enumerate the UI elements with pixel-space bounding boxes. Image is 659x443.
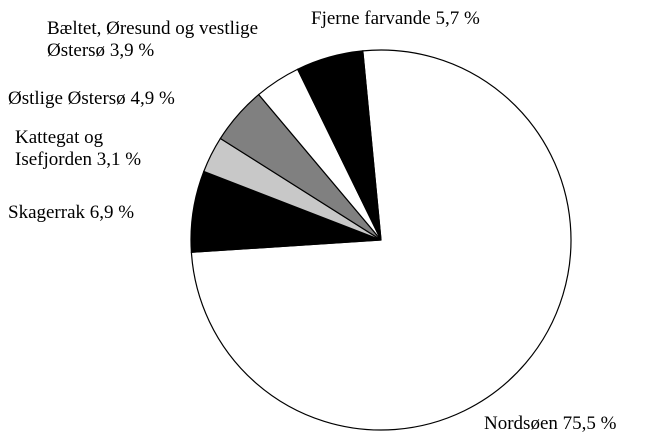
category-label: Skagerrak bbox=[8, 202, 86, 223]
category-label: Fjerne farvande bbox=[311, 8, 431, 29]
slice-label: Skagerrak 6,9 % bbox=[8, 202, 188, 224]
value-label: 4,9 % bbox=[130, 88, 175, 109]
value-label: 5,7 % bbox=[435, 8, 480, 29]
value-label: 3,9 % bbox=[109, 40, 155, 61]
slice-label: Fjerne farvande 5,7 % bbox=[311, 8, 571, 30]
slice-label: Bæltet, Øresund og vestlige Østersø 3,9 … bbox=[47, 18, 282, 62]
category-label: Bæltet, Øresund og vestlige Østersø bbox=[47, 18, 259, 61]
category-label: Østlige Østersø bbox=[8, 88, 126, 109]
category-label: Nordsøen bbox=[484, 413, 558, 434]
slice-label: Nordsøen 75,5 % bbox=[484, 413, 659, 435]
slice-label: Østlige Østersø 4,9 % bbox=[8, 88, 248, 110]
value-label: 75,5 % bbox=[562, 413, 617, 434]
value-label: 6,9 % bbox=[89, 202, 135, 223]
slice-label: Kattegat og Isefjorden 3,1 % bbox=[15, 127, 180, 171]
pie-slice bbox=[296, 50, 382, 241]
category-label: Kattegat og Isefjorden bbox=[15, 127, 104, 170]
value-label: 3,1 % bbox=[96, 149, 142, 170]
